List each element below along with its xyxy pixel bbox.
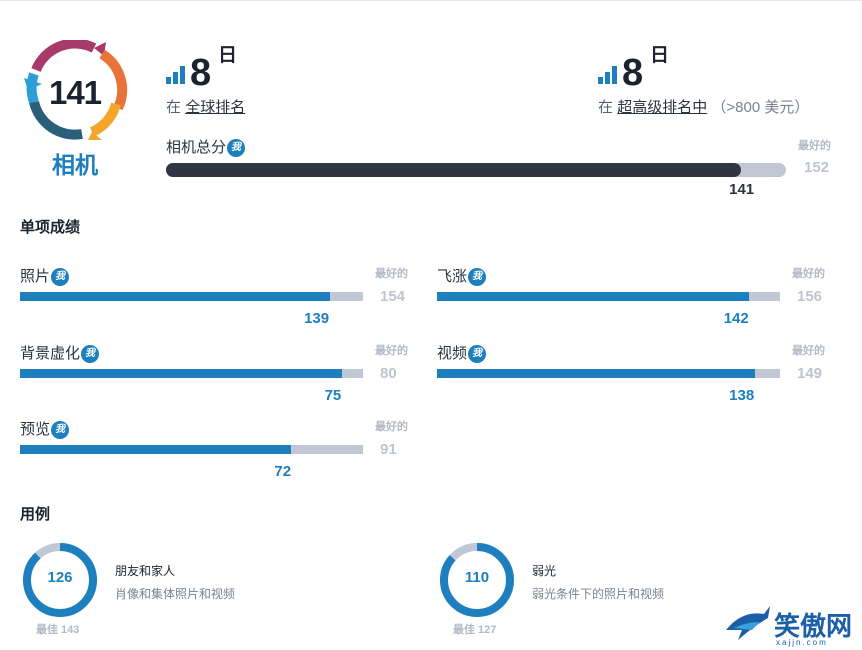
- sub-score-value: 142: [723, 310, 749, 327]
- sub-score-best-label: 最好的: [375, 345, 408, 357]
- sub-score-label: 视频我: [437, 342, 487, 364]
- camera-score: 141: [48, 74, 102, 111]
- use-case-score: 126: [47, 569, 73, 586]
- sub-score-best-label: 最好的: [375, 268, 408, 280]
- sub-score-best-label: 最好的: [375, 421, 408, 433]
- info-icon[interactable]: 我: [227, 139, 246, 158]
- shark-logo-icon: [726, 606, 770, 640]
- donut-ring-icon: [440, 543, 514, 617]
- global-rank-number: 8: [190, 52, 212, 94]
- sub-score-label: 预览我: [20, 418, 70, 440]
- sub-score-best-value: 154: [380, 288, 406, 305]
- sub-score-fill: [437, 369, 755, 378]
- premium-rank-number: 8: [622, 52, 644, 94]
- use-case-title: 弱光: [532, 564, 557, 578]
- info-icon[interactable]: 我: [51, 268, 70, 287]
- total-score-label: 相机总分我: [166, 136, 246, 158]
- global-rank-suffix: 日: [218, 45, 238, 66]
- info-icon[interactable]: 我: [81, 345, 100, 364]
- total-score-bar: [166, 163, 786, 177]
- rank-bars-icon: [598, 66, 620, 84]
- sub-score-bar: [20, 445, 363, 454]
- sub-score-title: 视频: [437, 345, 468, 362]
- use-case-best: 最佳 143: [36, 624, 80, 636]
- donut-ring-icon: [23, 543, 97, 617]
- premium-ranking-link[interactable]: 超高级排名中: [617, 99, 708, 116]
- sub-score-value: 75: [324, 387, 342, 404]
- donut-fill: [23, 543, 97, 617]
- sub-score-bar: [437, 292, 780, 301]
- global-rank-text: 在 全球排名: [166, 96, 245, 117]
- sub-score-bar: [437, 369, 780, 378]
- sub-score-fill: [20, 292, 330, 301]
- use-case-score-ring: 126: [22, 542, 98, 618]
- sub-score-title: 照片: [20, 268, 51, 285]
- use-case-score-ring: 110: [439, 542, 515, 618]
- rank-bars-icon: [166, 66, 188, 84]
- use-case-best: 最佳 127: [453, 624, 497, 636]
- use-cases-title: 用例: [20, 506, 51, 523]
- global-rank-prefix: 在: [166, 99, 182, 116]
- sub-score-fill: [20, 369, 342, 378]
- total-score-title: 相机总分: [166, 139, 227, 156]
- sub-score-title: 飞涨: [437, 268, 468, 285]
- score-ring-icon: [24, 38, 128, 140]
- use-case-title: 朋友和家人: [115, 564, 176, 578]
- sub-scores-title: 单项成绩: [20, 219, 81, 236]
- sub-score-best-value: 91: [380, 441, 397, 458]
- watermark: 笑傲网 xajjn.com: [724, 600, 862, 650]
- use-case-description: 肖像和集体照片和视频: [115, 587, 236, 601]
- watermark-text: 笑傲网: [774, 612, 853, 642]
- sub-score-label: 照片我: [20, 265, 70, 287]
- sub-score-title: 背景虚化: [20, 345, 81, 362]
- sub-score-label: 飞涨我: [437, 265, 487, 287]
- sub-score-best-value: 80: [380, 365, 397, 382]
- sub-score-value: 72: [274, 463, 292, 480]
- sub-score-bar: [20, 369, 363, 378]
- use-case-description: 弱光条件下的照片和视频: [532, 587, 665, 601]
- camera-label: 相机: [52, 152, 98, 178]
- sub-score-label: 背景虚化我: [20, 342, 100, 364]
- watermark-url: xajjn.com: [776, 638, 828, 647]
- premium-rank-prefix: 在: [598, 99, 614, 116]
- sub-score-best-value: 156: [797, 288, 823, 305]
- total-best-value: 152: [804, 159, 830, 176]
- sub-score-value: 139: [304, 310, 330, 327]
- premium-rank-text: 在 超高级排名中 （>800 美元）: [598, 96, 809, 117]
- sub-score-fill: [20, 445, 292, 454]
- use-case-score: 110: [464, 569, 490, 586]
- sub-score-best-label: 最好的: [792, 268, 825, 280]
- sub-score-bar: [20, 292, 363, 301]
- premium-rank-price-range: （>800 美元）: [711, 99, 810, 116]
- sub-score-value: 138: [729, 387, 755, 404]
- global-ranking-link[interactable]: 全球排名: [185, 99, 246, 116]
- total-score-fill: [166, 163, 742, 177]
- top-divider: [0, 0, 862, 1]
- sub-score-title: 预览: [20, 421, 51, 438]
- sub-score-fill: [437, 292, 750, 301]
- total-best-label: 最好的: [798, 140, 831, 152]
- info-icon[interactable]: 我: [468, 345, 487, 364]
- sub-score-best-label: 最好的: [792, 345, 825, 357]
- total-score-value: 141: [729, 181, 755, 198]
- sub-score-best-value: 149: [797, 365, 823, 382]
- premium-rank-suffix: 日: [650, 45, 670, 66]
- info-icon[interactable]: 我: [51, 421, 70, 440]
- info-icon[interactable]: 我: [468, 268, 487, 287]
- camera-score-badge: 141: [22, 38, 128, 140]
- donut-fill: [440, 543, 514, 617]
